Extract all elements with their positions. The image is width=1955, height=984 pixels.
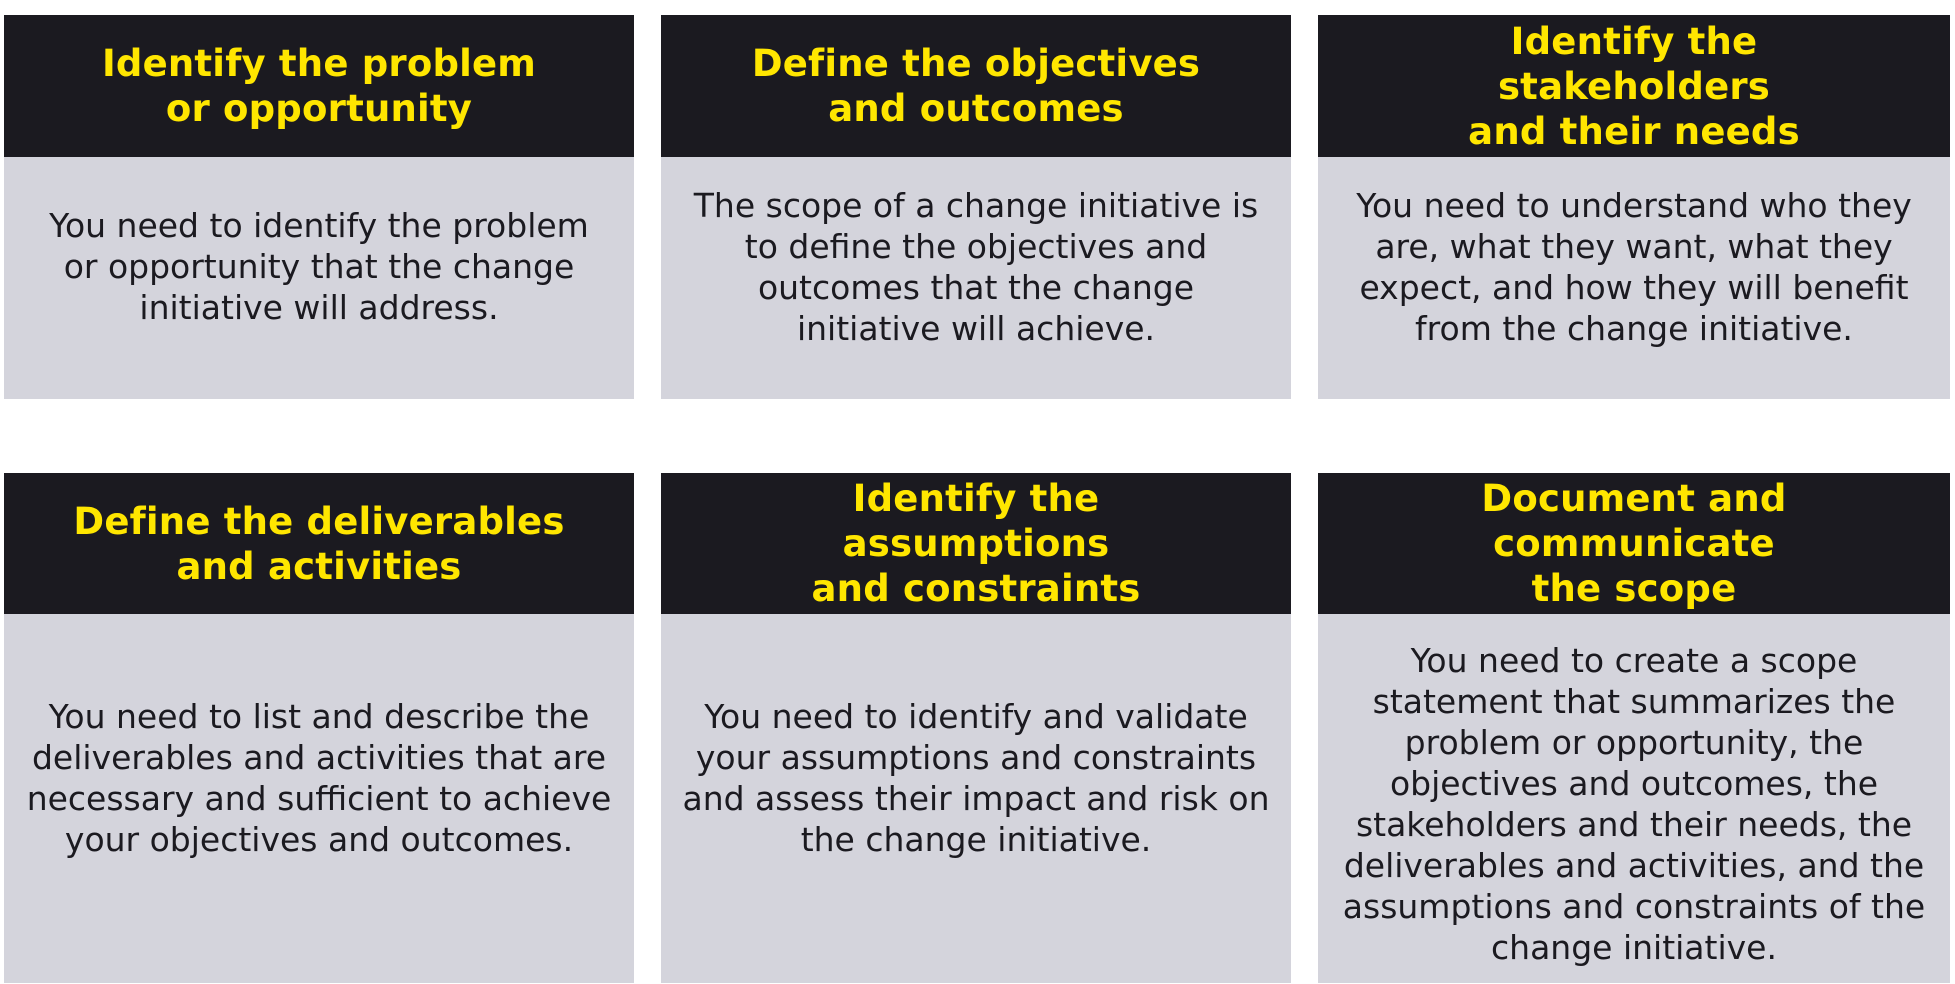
card-body: You need to understand who they are, wha… <box>1318 157 1950 399</box>
card-description: You need to identify the problem or oppo… <box>49 206 589 327</box>
card-title-bar: Identify the assumptions and constraints <box>661 473 1291 614</box>
card-document-scope: Document and communicate the scope You n… <box>1318 473 1950 983</box>
card-title: Define the deliverables and activities <box>73 499 565 588</box>
card-body: You need to identify the problem or oppo… <box>4 157 634 399</box>
card-define-objectives: Define the objectives and outcomes The s… <box>661 15 1291 399</box>
card-description: The scope of a change initiative is to d… <box>693 186 1259 348</box>
card-identify-problem: Identify the problem or opportunity You … <box>4 15 634 399</box>
card-description: You need to list and describe the delive… <box>26 697 612 859</box>
card-identify-assumptions: Identify the assumptions and constraints… <box>661 473 1291 983</box>
card-description: You need to create a scope statement tha… <box>1342 641 1926 967</box>
card-body: You need to identify and validate your a… <box>661 614 1291 983</box>
card-title: Identify the assumptions and constraints <box>811 477 1141 610</box>
card-title-bar: Document and communicate the scope <box>1318 473 1950 614</box>
card-title: Define the objectives and outcomes <box>751 42 1201 130</box>
card-description: You need to identify and validate your a… <box>682 697 1270 859</box>
card-body: The scope of a change initiative is to d… <box>661 157 1291 399</box>
card-title: Document and communicate the scope <box>1481 477 1787 610</box>
card-title-bar: Identify the problem or opportunity <box>4 15 634 157</box>
card-description: You need to understand who they are, wha… <box>1356 186 1912 348</box>
card-title-bar: Identify the stakeholders and their need… <box>1318 15 1950 157</box>
card-title: Identify the stakeholders and their need… <box>1468 19 1800 153</box>
card-define-deliverables: Define the deliverables and activities Y… <box>4 473 634 983</box>
card-identify-stakeholders: Identify the stakeholders and their need… <box>1318 15 1950 399</box>
card-title-bar: Define the objectives and outcomes <box>661 15 1291 157</box>
card-body: You need to list and describe the delive… <box>4 614 634 983</box>
card-title: Identify the problem or opportunity <box>101 42 537 130</box>
card-title-bar: Define the deliverables and activities <box>4 473 634 614</box>
card-body: You need to create a scope statement tha… <box>1318 614 1950 983</box>
